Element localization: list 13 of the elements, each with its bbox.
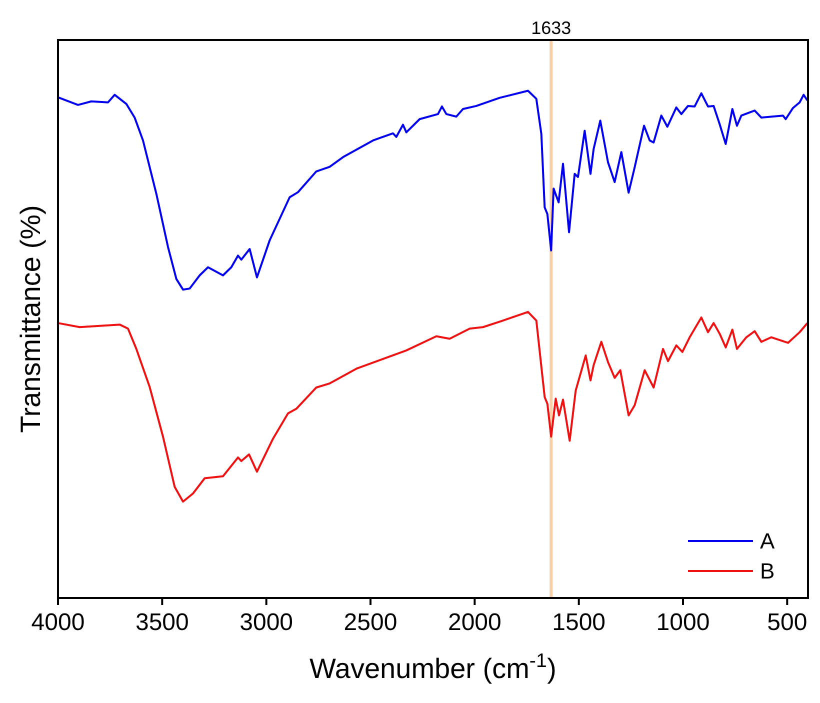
x-axis-title: Wavenumber (cm$^{-1}$) <box>310 650 556 684</box>
x-tick-label: 1000 <box>656 609 710 636</box>
x-tick-label: 500 <box>767 609 808 636</box>
x-tick-label: 3000 <box>240 609 294 636</box>
ref-line-label: 1633 <box>531 18 572 38</box>
x-tick-label: 2000 <box>448 609 502 636</box>
x-tick-label: 3500 <box>135 609 189 636</box>
y-axis-title: Transmittance (%) <box>15 205 46 433</box>
x-tick-label: 1500 <box>552 609 606 636</box>
x-tick-label: 2500 <box>344 609 398 636</box>
legend-label: B <box>760 558 775 584</box>
x-tick-label: 4000 <box>31 609 85 636</box>
legend-label: A <box>760 528 775 554</box>
